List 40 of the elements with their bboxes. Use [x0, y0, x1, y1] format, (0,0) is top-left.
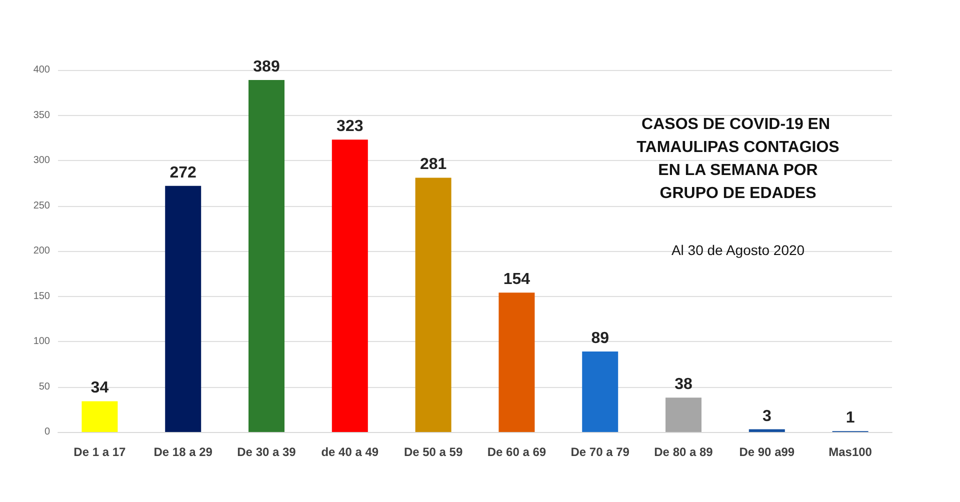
data-label: 272	[170, 164, 197, 182]
text: Al 30 de Agosto 2020	[671, 242, 805, 258]
data-label: 323	[336, 118, 364, 136]
bar	[248, 80, 284, 432]
bar	[748, 429, 785, 432]
bar	[666, 398, 702, 432]
bar	[165, 186, 202, 432]
bar	[582, 351, 618, 432]
data-label: 38	[674, 376, 692, 394]
x-tick-label: De 18 a 29	[154, 445, 213, 459]
y-tick-label: 400	[33, 64, 50, 76]
y-tick-label: 50	[38, 381, 50, 392]
x-tick-label: De 50 a 59	[404, 445, 463, 459]
data-label: 389	[253, 58, 280, 76]
data-label: 154	[503, 271, 530, 288]
x-tick-label: de 40 a 49	[321, 445, 379, 459]
x-tick-label: Mas100	[828, 445, 872, 459]
data-label: 3	[762, 408, 772, 425]
text: CASOS DE COVID-19 EN TAMAULIPAS CONTAGIOS EN LA SEMANA POR GRUPO DE EDADES	[636, 116, 840, 202]
y-tick-label: 150	[33, 290, 50, 302]
bar	[82, 401, 118, 432]
x-tick-label: De 30 a 39	[237, 445, 296, 459]
bar	[498, 292, 535, 432]
data-label: 281	[420, 156, 447, 174]
y-tick-label: 0	[44, 426, 50, 438]
y-tick-label: 250	[33, 200, 50, 212]
y-tick-label: 300	[33, 155, 50, 166]
x-tick-label: De 1 a 17	[74, 445, 126, 459]
data-label: 1	[846, 410, 855, 427]
data-label: 34	[90, 380, 109, 397]
x-tick-label: De 90 a99	[739, 445, 795, 459]
y-tick-label: 350	[33, 110, 50, 121]
y-tick-label: 200	[33, 246, 50, 256]
bar	[332, 140, 368, 432]
bar	[415, 178, 452, 432]
y-tick-label: 100	[33, 336, 50, 347]
data-label: 89	[591, 330, 610, 347]
x-tick-label: De 70 a 79	[570, 445, 630, 459]
x-tick-label: De 60 a 69	[487, 445, 546, 459]
x-tick-label: De 80 a 89	[654, 445, 714, 459]
